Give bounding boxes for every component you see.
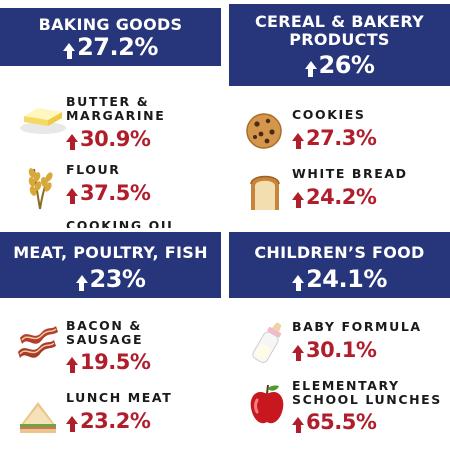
banner-title-line2: PRODUCTS [289,30,390,49]
item-label: BACON & [66,318,142,333]
item-label: COOKIES [292,107,366,122]
wheat-icon [28,168,53,210]
arrow-up-icon [66,416,78,424]
banner-title: CHILDREN’S FOOD [254,243,425,262]
item-butter-margarine: BUTTER & MARGARINE 30.9% [66,95,165,151]
item-label: WHITE BREAD [292,166,408,181]
arrow-up-icon [66,188,78,196]
panel-childrens-food: CHILDREN’S FOOD 24.1% BABY FORMULA 30.1%… [229,228,450,450]
item-elementary-school-lunches: ELEMENTARY SCHOOL LUNCHES 65.5% [292,379,442,434]
arrow-up-icon [66,357,78,365]
banner-meat-poultry-fish: MEAT, POULTRY, FISH 23% [0,232,221,298]
arrow-up-icon [292,133,304,141]
panel-baking-goods: BAKING GOODS 27.2% BUTTER & MARGARINE 30… [0,0,221,228]
item-baby-formula: BABY FORMULA 30.1% [292,320,422,362]
banner-childrens-food: CHILDREN’S FOOD 24.1% [229,232,450,298]
banner-percentage: 23% [0,266,221,292]
item-value: 30.9% [66,127,165,151]
item-label: LUNCH MEAT [66,390,173,405]
item-cookies: COOKIES 27.3% [292,107,377,150]
item-value: 30.1% [292,338,422,362]
arrow-up-icon [292,345,304,353]
banner-percentage: 24.1% [229,266,450,292]
banner-cereal-bakery: CEREAL & BAKERY PRODUCTS 26% [229,4,450,86]
baby-bottle-icon [252,322,282,363]
banner-title: BAKING GOODS [38,15,183,34]
banner-percentage: 26% [229,52,450,78]
arrow-up-icon [75,275,88,283]
item-label: FLOUR [66,162,121,177]
item-value: 65.5% [292,410,442,434]
banner-percentage: 27.2% [0,34,221,60]
arrow-up-icon [304,61,317,69]
banner-baking-goods: BAKING GOODS 27.2% [0,8,221,66]
bacon-icon [18,326,58,358]
item-label-line2: MARGARINE [66,108,166,123]
cookie-icon [246,113,282,149]
item-label-line2: SCHOOL LUNCHES [292,392,442,407]
item-label: BABY FORMULA [292,319,422,334]
panel-meat-poultry-fish: MEAT, POULTRY, FISH 23% BACON & SAUSAGE … [0,228,221,450]
apple-icon [250,384,284,424]
arrow-up-icon [292,417,304,425]
item-lunch-meat: LUNCH MEAT 23.2% [66,391,172,433]
item-value: 27.3% [292,126,377,150]
sandwich-icon [20,402,56,433]
item-value: 37.5% [66,181,151,205]
arrow-up-icon [292,192,304,200]
item-value: 23.2% [66,409,172,433]
panel-cereal-bakery: CEREAL & BAKERY PRODUCTS 26% COOKIES 27.… [229,0,450,228]
bread-icon [250,175,280,210]
arrow-up-icon [292,275,305,283]
item-value: 24.2% [292,185,408,209]
item-label-line2: SAUSAGE [66,332,144,347]
item-label: ELEMENTARY [292,378,400,393]
arrow-up-icon [66,134,78,142]
item-bacon-sausage: BACON & SAUSAGE 19.5% [66,318,151,374]
item-label: BUTTER & [66,94,150,109]
item-value: 19.5% [66,350,151,374]
butter-icon [20,108,66,134]
banner-title: CEREAL & BAKERY [254,12,425,31]
arrow-up-icon [63,43,76,51]
item-cooking-oil-cut: COOKING OIL [66,218,177,228]
item-flour: FLOUR 37.5% [66,162,151,205]
item-white-bread: WHITE BREAD 24.2% [292,167,408,209]
banner-title: MEAT, POULTRY, FISH [13,243,208,262]
